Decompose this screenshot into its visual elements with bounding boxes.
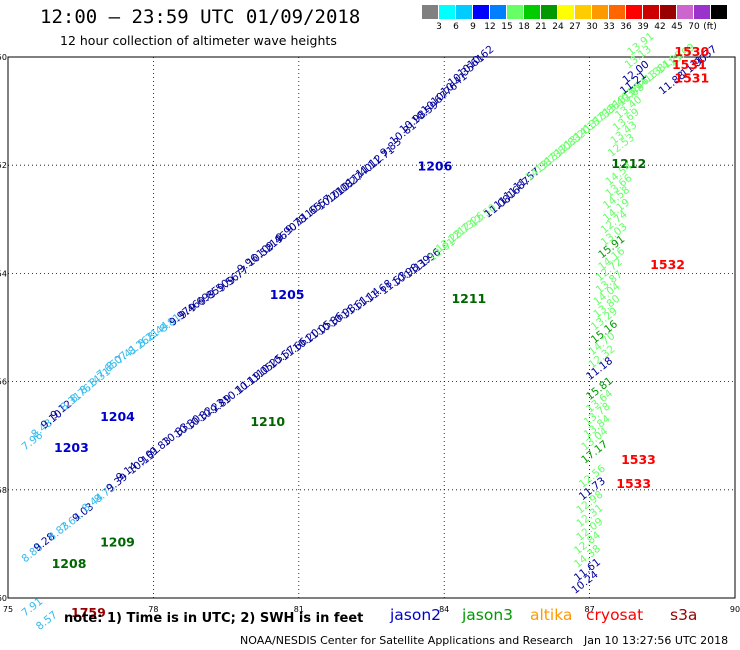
legend-item-altika: altika xyxy=(530,606,573,624)
footer-timestamp: Jan 10 13:27:56 UTC 2018 xyxy=(584,634,729,647)
latitude-tick-labels: -50 -52 -54 -56 -58 -60 xyxy=(0,53,7,603)
colorbar-swatch xyxy=(456,5,472,19)
legend-item-jason3: jason3 xyxy=(462,606,514,624)
colorbar-label: 36 xyxy=(620,22,632,32)
page-title: 12:00 – 23:59 UTC 01/09/2018 xyxy=(40,6,361,28)
colorbar-label: 21 xyxy=(535,22,547,32)
colorbar-label: 15 xyxy=(501,22,513,32)
colorbar-swatch xyxy=(473,5,489,19)
colorbar-label: 42 xyxy=(654,22,666,32)
satellite-tracks: 7.968.489.109.128.318.768.148.317.658.07… xyxy=(19,30,719,633)
pass-time-label: 1209 xyxy=(100,535,135,550)
lat-tick-label: -60 xyxy=(0,594,7,603)
map-grid xyxy=(7,56,736,599)
lat-tick-label: -56 xyxy=(0,378,7,387)
colorbar-swatch xyxy=(609,5,625,19)
pass-time-label: 1532 xyxy=(650,257,685,272)
colorbar-swatch xyxy=(490,5,506,19)
colorbar-label: 45 xyxy=(671,22,683,32)
pass-time-label: 1210 xyxy=(250,414,285,429)
colorbar-label: 18 xyxy=(518,22,530,32)
colorbar-swatch xyxy=(711,5,727,19)
colorbar-swatch xyxy=(541,5,557,19)
lon-tick-label: 90 xyxy=(730,605,740,614)
colorbar-unit: (ft) xyxy=(703,22,717,32)
lat-tick-label: -52 xyxy=(0,161,7,170)
colorbar-label: 70 xyxy=(688,22,700,32)
colorbar-label: 39 xyxy=(637,22,649,32)
pass-time-label: 1208 xyxy=(52,556,87,571)
pass-time-label: 1204 xyxy=(100,409,135,424)
colorbar-swatch xyxy=(558,5,574,19)
pass-time-label: 1211 xyxy=(451,291,486,306)
colorbar-label: 27 xyxy=(569,22,581,32)
colorbar-swatch xyxy=(592,5,608,19)
colorbar-swatch xyxy=(575,5,591,19)
longitude-tick-labels: 75 78 81 84 87 90 xyxy=(3,605,740,614)
colorbar-label: 6 xyxy=(453,22,459,32)
colorbar-swatch xyxy=(677,5,693,19)
colorbar-swatch xyxy=(643,5,659,19)
colorbar-label: 9 xyxy=(470,22,476,32)
lat-tick-label: -58 xyxy=(0,486,7,495)
lat-tick-label: -54 xyxy=(0,269,7,278)
lon-tick-label: 75 xyxy=(3,605,13,614)
colorbar-swatch xyxy=(439,5,455,19)
colorbar-swatch xyxy=(626,5,642,19)
colorbar-swatch xyxy=(422,5,438,19)
pass-time-label: 1206 xyxy=(418,159,453,174)
colorbar-swatch xyxy=(507,5,523,19)
colorbar-label: 12 xyxy=(484,22,496,32)
pass-time-label: 1205 xyxy=(270,287,305,302)
pass-time-label: 1203 xyxy=(54,440,89,455)
pass-time-label: 1531 xyxy=(672,57,707,72)
lat-tick-label: -50 xyxy=(0,53,7,62)
pass-time-label: 1530 xyxy=(674,44,709,59)
colorbar-swatch xyxy=(524,5,540,19)
colorbar-label: 33 xyxy=(603,22,615,32)
wave-height-value: 7.91 xyxy=(19,595,45,619)
track-cryosat: 10.2411.6114.3812.8412.0912.3112.9811.73… xyxy=(570,30,720,596)
legend-item-jason2: jason2 xyxy=(390,606,442,624)
track-jason2: 7.968.489.109.128.318.768.148.317.658.07… xyxy=(19,43,496,455)
lon-tick-label: 84 xyxy=(439,605,449,614)
pass-time-label: 1531 xyxy=(674,70,709,85)
lon-tick-label: 87 xyxy=(585,605,595,614)
lon-tick-label: 78 xyxy=(148,605,158,614)
lon-tick-label: 81 xyxy=(294,605,304,614)
pass-time-label: 1759 xyxy=(71,605,106,620)
colorbar-label: 30 xyxy=(586,22,598,32)
legend-item-s3a: s3a xyxy=(670,606,698,624)
colorbar-label: 24 xyxy=(552,22,564,32)
pass-time-label: 1212 xyxy=(611,156,646,171)
wave-height-value: 8.57 xyxy=(34,609,60,633)
page-subtitle: 12 hour collection of altimeter wave hei… xyxy=(60,33,337,48)
legend-item-cryosat: cryosat xyxy=(586,606,644,624)
pass-time-label: 1533 xyxy=(621,452,656,467)
footer-credit: NOAA/NESDIS Center for Satellite Applica… xyxy=(240,634,574,647)
units-note: note: 1) Time is in UTC; 2) SWH is in fe… xyxy=(64,611,364,626)
colorbar-swatch xyxy=(660,5,676,19)
colorbar-swatch xyxy=(694,5,710,19)
colorbar-label: 3 xyxy=(436,22,442,32)
pass-time-label: 1533 xyxy=(616,476,651,491)
map-frame xyxy=(7,56,736,599)
